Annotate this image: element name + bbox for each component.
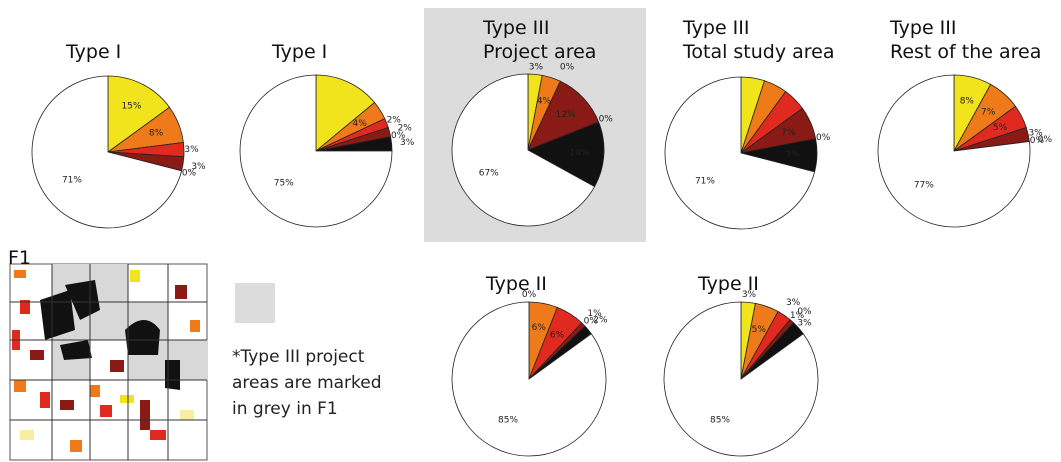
value-label: 71%: [695, 176, 715, 186]
value-label: 2%: [593, 315, 608, 325]
pie-slice: [315, 74, 376, 152]
value-label: 3%: [797, 318, 812, 328]
chart-title: Type III: [889, 17, 957, 39]
value-label: 15%: [121, 101, 141, 111]
pie-slice: [451, 73, 596, 227]
value-label: 3%: [529, 62, 544, 72]
value-label: 1%: [587, 309, 602, 319]
chart-title: Type III: [482, 17, 550, 39]
pie-slice: [107, 75, 171, 153]
chart-title: Type II: [697, 273, 759, 295]
pie-slice: [527, 121, 605, 188]
pie-slice: [877, 74, 1031, 228]
value-label: 67%: [479, 169, 499, 179]
value-label: 0%: [1038, 135, 1053, 145]
value-label: 6%: [532, 323, 547, 333]
value-label: 77%: [914, 181, 934, 191]
chart-subtitle: Rest of the area: [890, 41, 1041, 63]
value-label: 14%: [570, 149, 590, 159]
chart-title: Type I: [271, 41, 327, 63]
value-label: 7%: [781, 128, 796, 138]
value-label: 5%: [752, 325, 767, 335]
value-label: 2%: [387, 116, 402, 126]
value-label: 0%: [182, 168, 197, 178]
value-label: 3%: [400, 138, 415, 148]
value-label: 0%: [797, 307, 812, 317]
note-line: areas are marked: [232, 373, 382, 393]
value-label: 71%: [62, 175, 82, 185]
value-label: 0%: [522, 290, 537, 300]
pie-slice: [239, 74, 393, 228]
pie-slice: [451, 301, 607, 457]
value-label: 85%: [498, 416, 518, 426]
value-label: 1%: [790, 311, 805, 321]
chart-title: Type III: [682, 17, 750, 39]
value-label: 85%: [710, 416, 730, 426]
chart-subtitle: Total study area: [682, 41, 835, 63]
value-label: 0%: [560, 63, 575, 73]
value-label: 6%: [550, 330, 565, 340]
value-label: 3%: [184, 145, 199, 155]
value-label: 3%: [191, 162, 206, 172]
value-label: 0%: [584, 317, 599, 327]
value-label: 8%: [960, 96, 975, 106]
value-label: 8%: [149, 128, 164, 138]
value-label: 7%: [981, 108, 996, 118]
value-label: 0%: [816, 133, 831, 143]
value-label: 0%: [1030, 136, 1045, 146]
value-label: 3%: [742, 290, 757, 300]
value-label: 3%: [1028, 128, 1043, 138]
value-label: 4%: [537, 96, 552, 106]
note-line: *Type III project: [232, 347, 365, 367]
pie-slice: [663, 301, 819, 457]
pie-slice: [31, 75, 183, 229]
value-label: 3%: [786, 298, 801, 308]
note-line: in grey in F1: [232, 399, 338, 419]
map: [9, 263, 208, 461]
chart-subtitle: Project area: [483, 41, 596, 63]
value-label: 75%: [274, 179, 294, 189]
value-label: 7%: [786, 150, 801, 160]
value-label: 5%: [993, 123, 1008, 133]
pie-slice: [664, 76, 816, 230]
value-label: 12%: [556, 110, 576, 120]
chart-title: Type II: [485, 273, 547, 295]
value-label: 0%: [599, 115, 614, 125]
map-label: F1: [8, 247, 31, 269]
value-label: 0%: [391, 131, 406, 141]
value-label: 2%: [398, 124, 413, 134]
legend-swatch: [235, 283, 275, 323]
chart-title: Type I: [65, 41, 121, 63]
value-label: 4%: [352, 119, 367, 129]
